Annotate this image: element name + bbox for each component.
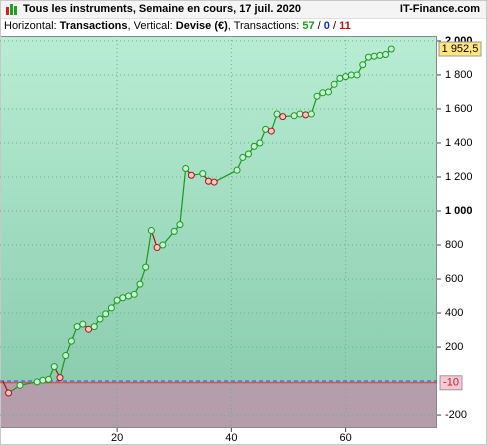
point [376, 51, 384, 59]
even: 0 [323, 20, 330, 32]
wins: 57 [302, 20, 315, 32]
title: Tous les instruments, Semaine en cours, … [23, 3, 301, 15]
sep: / [329, 20, 340, 32]
point [159, 241, 167, 249]
point [319, 89, 327, 97]
point [313, 92, 321, 100]
point [176, 221, 184, 229]
point [147, 227, 155, 235]
label: Horizontal: [4, 20, 60, 32]
point [96, 315, 104, 323]
point [370, 52, 378, 60]
label: , Vertical: [127, 20, 176, 32]
point [182, 164, 190, 172]
point [296, 110, 304, 118]
y-tick-label: 400 [445, 307, 463, 319]
point [342, 73, 350, 81]
point [199, 170, 207, 178]
point [45, 375, 53, 383]
point [347, 71, 355, 79]
losses: 11 [339, 20, 351, 32]
point [79, 320, 87, 328]
y-tick-label: 1 600 [445, 103, 473, 115]
point [233, 166, 241, 174]
point [16, 381, 24, 389]
point [130, 290, 138, 298]
y-tick-label: 1 800 [445, 69, 473, 81]
segment [179, 168, 187, 225]
point [210, 178, 218, 186]
point [170, 227, 178, 235]
point [119, 294, 127, 302]
point [279, 113, 287, 121]
point [153, 244, 161, 252]
point [56, 374, 64, 382]
point [102, 310, 110, 318]
point [50, 363, 58, 371]
y-tick-label: -200 [445, 409, 467, 421]
plot-negative [0, 381, 437, 428]
y-tick-label: 600 [445, 273, 463, 285]
point [33, 378, 41, 386]
label: , Transactions: [227, 20, 303, 32]
point [359, 61, 367, 69]
point [324, 88, 332, 96]
point [113, 296, 121, 304]
point [73, 323, 81, 331]
point [387, 45, 395, 53]
point [364, 53, 372, 61]
point [267, 127, 275, 135]
point [5, 389, 13, 397]
subtitle: Horizontal: Transactions, Vertical: Devi… [0, 18, 437, 35]
segment [213, 169, 238, 183]
point [125, 292, 133, 300]
point [136, 280, 144, 288]
x-tick-label: 40 [225, 432, 237, 444]
point [239, 153, 247, 161]
point [353, 71, 361, 79]
last-value-label: 1 952,5 [442, 43, 479, 55]
point [39, 376, 47, 384]
point [67, 337, 75, 345]
plot-positive [0, 36, 437, 382]
y-tick-label: 1 200 [445, 171, 473, 183]
y-tick-label: 800 [445, 239, 463, 251]
point [330, 80, 338, 88]
point [250, 142, 258, 150]
icon [6, 4, 17, 15]
point [85, 325, 93, 333]
point [107, 304, 115, 312]
point [302, 111, 310, 119]
point [205, 177, 213, 185]
x-tick-label: 60 [339, 432, 351, 444]
point [256, 139, 264, 147]
reference-label: -10 [443, 377, 459, 389]
segment [145, 230, 152, 268]
value: Transactions [59, 20, 128, 32]
point [187, 171, 195, 179]
reference-box [439, 375, 463, 391]
point [273, 110, 281, 118]
y-tick-label: 1 400 [445, 137, 473, 149]
point [382, 51, 390, 59]
source: IT-Finance.com [399, 3, 480, 15]
point [90, 323, 98, 331]
x-tick-label: 20 [111, 432, 123, 444]
segment [59, 355, 67, 378]
point [336, 74, 344, 82]
point [290, 112, 298, 120]
y-tick-label: 200 [445, 341, 463, 353]
y-tick-label: 1 000 [445, 205, 473, 217]
point [62, 352, 70, 360]
title-bar: Tous les instruments, Semaine en cours, … [0, 0, 487, 19]
point [142, 263, 150, 271]
point [307, 110, 315, 118]
last-value-box [438, 41, 482, 57]
value: Devise (€) [175, 20, 228, 32]
point [244, 150, 252, 158]
sep: / [314, 20, 324, 32]
point [262, 125, 270, 133]
